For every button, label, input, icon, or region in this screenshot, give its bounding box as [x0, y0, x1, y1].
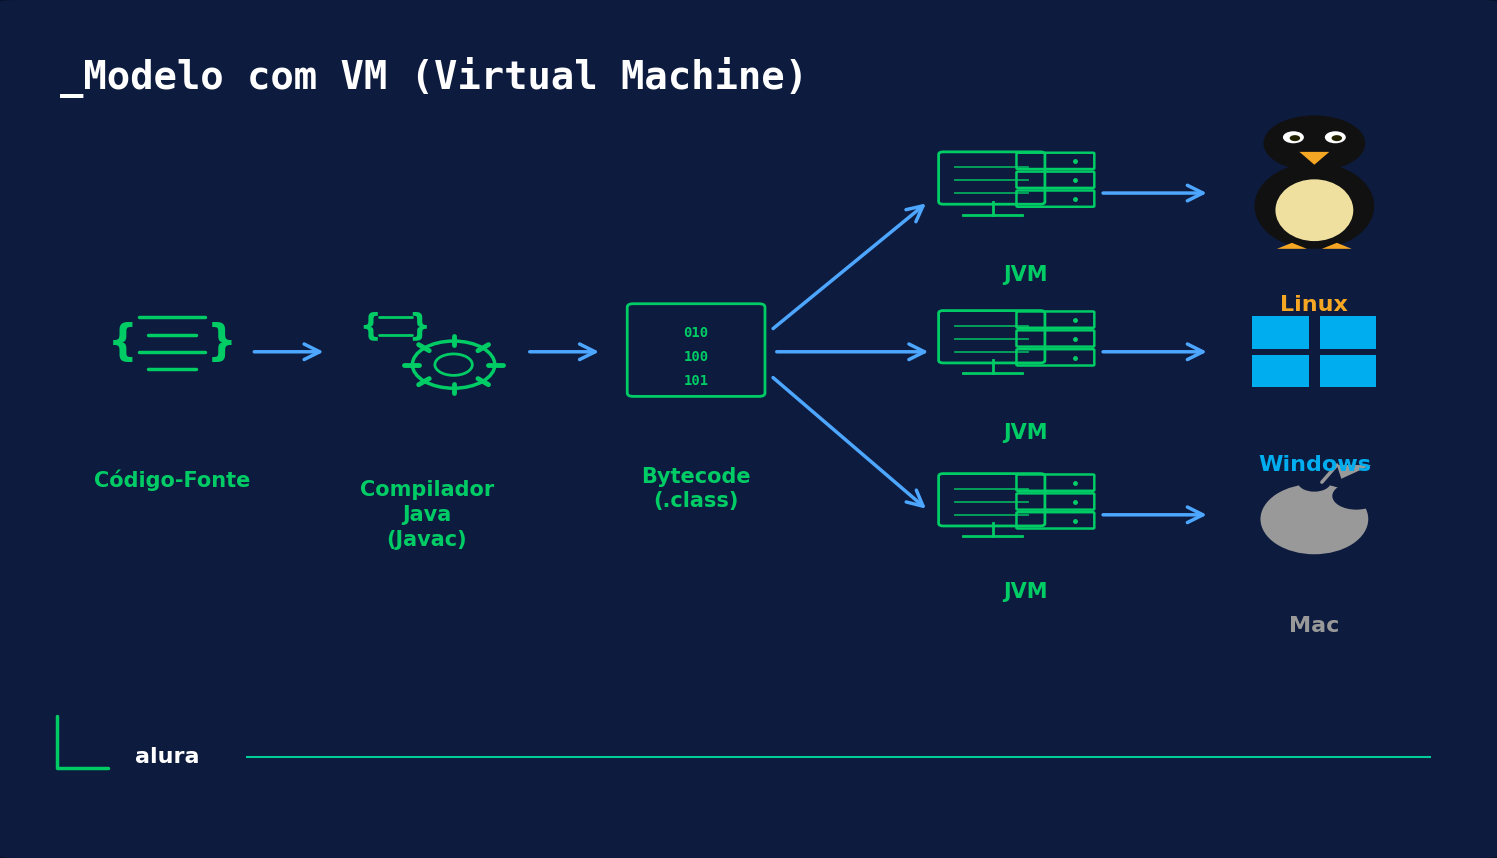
Text: {: {: [108, 323, 138, 364]
Ellipse shape: [1325, 131, 1346, 143]
Ellipse shape: [1254, 163, 1374, 249]
Text: 100: 100: [684, 350, 708, 364]
Text: }: }: [207, 323, 237, 364]
FancyBboxPatch shape: [1320, 317, 1377, 349]
Text: 010: 010: [684, 326, 708, 340]
Ellipse shape: [1290, 135, 1299, 142]
Polygon shape: [1322, 243, 1352, 249]
Text: JVM: JVM: [1003, 423, 1048, 444]
Text: JVM: JVM: [1003, 264, 1048, 285]
Text: Bytecode
(.class): Bytecode (.class): [641, 467, 751, 511]
Ellipse shape: [1260, 484, 1368, 554]
Ellipse shape: [1332, 135, 1341, 142]
Text: {: {: [359, 311, 380, 341]
Text: Windows: Windows: [1257, 455, 1371, 475]
Text: Mac: Mac: [1289, 616, 1340, 637]
Text: alura: alura: [135, 746, 199, 767]
FancyBboxPatch shape: [1253, 317, 1310, 349]
Text: }: }: [409, 311, 430, 341]
Text: Linux: Linux: [1280, 294, 1349, 315]
Text: 101: 101: [684, 374, 708, 388]
FancyBboxPatch shape: [1320, 355, 1377, 388]
Polygon shape: [1277, 243, 1307, 249]
Ellipse shape: [1298, 473, 1331, 492]
Text: JVM: JVM: [1003, 582, 1048, 602]
Polygon shape: [1337, 465, 1371, 479]
Ellipse shape: [1263, 115, 1365, 171]
Text: Compilador
Java
(Javac): Compilador Java (Javac): [359, 480, 494, 550]
FancyBboxPatch shape: [1253, 355, 1310, 388]
Ellipse shape: [1332, 482, 1380, 510]
Text: _Modelo com VM (Virtual Machine): _Modelo com VM (Virtual Machine): [60, 57, 808, 98]
Ellipse shape: [1275, 179, 1353, 241]
Text: Código-Fonte: Código-Fonte: [94, 469, 250, 492]
Polygon shape: [1299, 152, 1329, 165]
Ellipse shape: [1283, 131, 1304, 143]
